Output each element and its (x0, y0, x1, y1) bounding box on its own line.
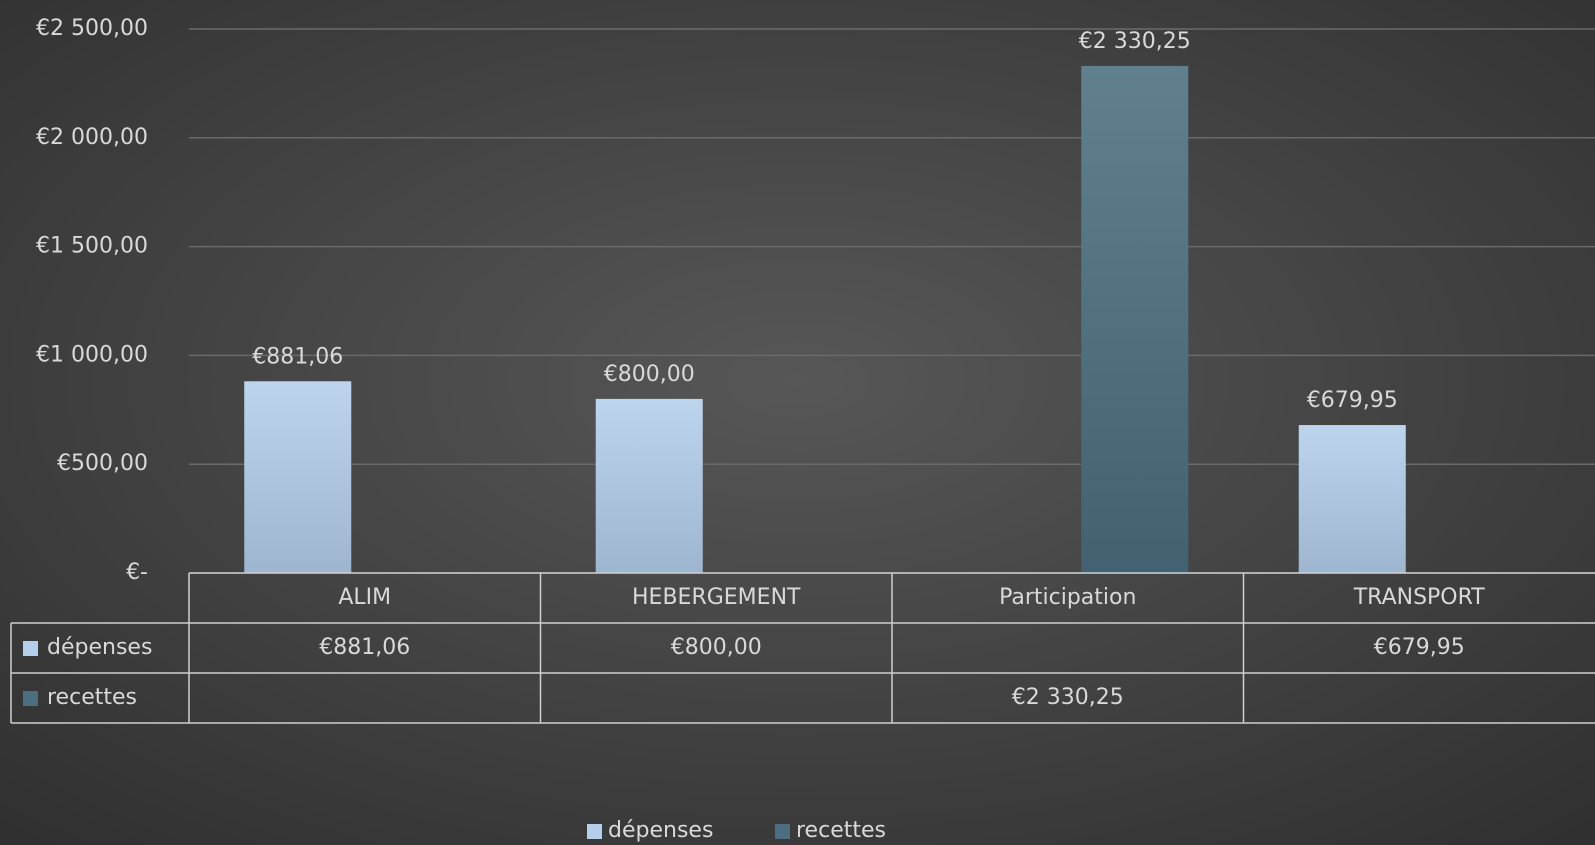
table-row-header: dépenses (47, 635, 152, 660)
legend-label: dépenses (608, 818, 713, 843)
legend-swatch (23, 691, 38, 706)
table-cell: €881,06 (319, 635, 410, 660)
legend-swatch (23, 641, 38, 656)
y-tick-label: €1 000,00 (36, 342, 148, 367)
bar-shade (1081, 65, 1189, 574)
legend-label: recettes (796, 818, 886, 843)
data-label: €2 330,25 (1079, 29, 1191, 54)
y-tick-label: €2 500,00 (36, 16, 148, 41)
table-cell: €800,00 (671, 635, 762, 660)
legend-swatch (587, 824, 602, 839)
y-tick-label: €- (126, 560, 148, 585)
table-cell: €679,95 (1374, 635, 1465, 660)
y-tick-label: €1 500,00 (36, 234, 148, 259)
data-label: €800,00 (604, 362, 695, 387)
y-tick-label: €2 000,00 (36, 125, 148, 150)
legend-swatch (775, 824, 790, 839)
x-tick-label: TRANSPORT (1353, 585, 1486, 610)
x-tick-label: ALIM (338, 585, 391, 610)
bar-shade (595, 398, 703, 573)
table-row-header: recettes (47, 685, 137, 710)
y-tick-label: €500,00 (57, 451, 148, 476)
data-label: €881,06 (252, 344, 343, 369)
x-tick-label: Participation (999, 585, 1136, 610)
x-tick-label: HEBERGEMENT (632, 585, 801, 610)
data-label: €679,95 (1307, 388, 1398, 413)
bar-shade (244, 381, 352, 573)
bar-shade (1298, 425, 1406, 573)
table-cell: €2 330,25 (1012, 685, 1124, 710)
